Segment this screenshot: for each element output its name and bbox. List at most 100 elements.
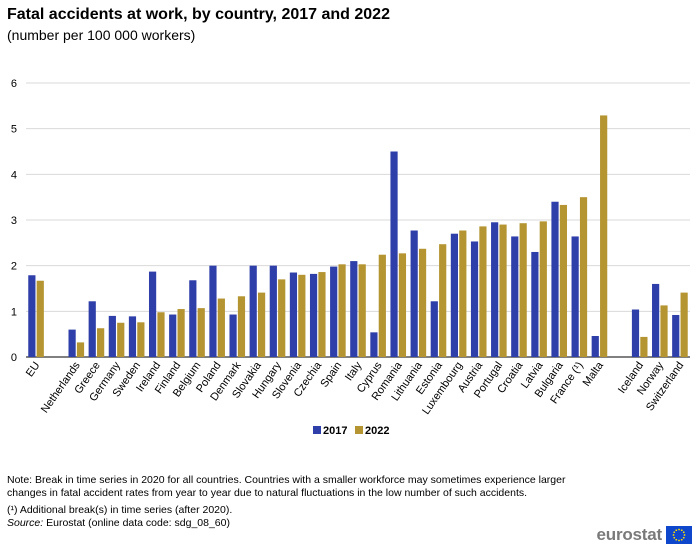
bar-2017-Malta — [591, 335, 599, 357]
bar-2022-Slovakia — [257, 292, 266, 357]
bar-chart: 0 1 2 3 4 5 6 EUNetherlandsGreeceGermanySweden… — [11, 78, 690, 437]
y-axis-ticks: 0 1 2 3 4 5 6 — [11, 78, 17, 364]
flag-star — [672, 534, 675, 536]
bar-2017-Germany — [108, 315, 116, 357]
bar-2017-Iceland — [631, 309, 640, 357]
bar-2022-Poland — [217, 298, 225, 357]
bar-2022-EU — [36, 280, 44, 357]
bar-2017-Luxembourg — [450, 233, 459, 357]
x-tick-label: EU — [24, 360, 43, 379]
bar-2017-Belgium — [189, 280, 197, 357]
bar-2017-Cyprus — [370, 332, 378, 357]
eu-flag-icon — [666, 526, 692, 544]
bar-2022-Bulgaria — [559, 204, 568, 357]
source-label: Source: — [7, 517, 44, 529]
flag-star — [678, 539, 680, 542]
chart-title: Fatal accidents at work, by country, 201… — [7, 6, 390, 23]
bar-2022-Hungary — [278, 279, 286, 357]
bar-2017-Croatia — [511, 236, 519, 357]
bar-2022-Iceland — [640, 336, 648, 357]
flag-star — [675, 529, 678, 532]
eurostat-logo: eurostat — [596, 525, 692, 544]
bar-2017-Finland — [169, 314, 177, 357]
bar-2017-Netherlands — [68, 329, 76, 357]
bar-2022-Ireland — [157, 312, 165, 357]
bar-2022-Portugal — [499, 224, 507, 357]
bar-2022-Netherlands — [76, 342, 85, 357]
bar-2022-Belgium — [197, 308, 205, 357]
source-text: Eurostat (online data code: sdg_08_60) — [43, 517, 230, 529]
flag-star — [682, 531, 685, 534]
note-text: Note: Break in time series in 2020 for a… — [7, 474, 566, 499]
bar-2017-Lithuania — [410, 230, 418, 357]
bar-2017-Greece — [88, 301, 96, 357]
bar-2017-Latvia — [531, 251, 539, 357]
bar-2017-Hungary — [269, 265, 277, 357]
bar-2017-Italy — [350, 261, 358, 357]
bar-2017-Slovenia — [289, 272, 298, 357]
bar-2017-Austria — [470, 241, 479, 357]
bar-2022-Sweden — [137, 322, 145, 357]
legend-swatch-2022 — [355, 426, 363, 434]
bar-2022-Romania — [398, 253, 407, 357]
bar-2022-Germany — [117, 322, 125, 357]
bar-2017-France (¹) — [571, 236, 579, 357]
flag-star — [675, 538, 678, 541]
flag-star — [680, 529, 683, 532]
bar-2022-Slovenia — [298, 274, 306, 357]
x-tick-label: Spain — [318, 360, 344, 390]
bar-2022-Finland — [177, 309, 185, 357]
bar-2017-Switzerland — [672, 314, 680, 357]
bar-2017-Norway — [652, 283, 660, 357]
footnote-text: (¹) Additional break(s) in time series (… — [7, 504, 233, 516]
bar-2017-EU — [28, 275, 36, 357]
bar-2017-Ireland — [148, 271, 157, 357]
bar-2022-Switzerland — [680, 292, 688, 357]
y-tick-label: 6 — [11, 78, 17, 90]
bar-2022-Italy — [358, 264, 366, 357]
bar-2017-Romania — [390, 151, 398, 357]
legend-label-2017: 2017 — [323, 425, 347, 437]
source-line: Source: Eurostat (online data code: sdg_… — [7, 517, 587, 530]
y-tick-label: 2 — [11, 261, 17, 273]
bar-2017-Estonia — [430, 301, 438, 357]
bar-2017-Poland — [209, 265, 217, 357]
logo-text: eurostat — [596, 525, 663, 544]
flag-star — [673, 531, 676, 534]
flag-star — [673, 536, 676, 539]
bar-2022-Austria — [479, 226, 487, 357]
bar-2022-Czechia — [318, 272, 326, 357]
bar-2017-Sweden — [128, 316, 137, 357]
x-axis-ticks: EUNetherlandsGreeceGermanySwedenIrelandF… — [24, 359, 686, 417]
grid-lines — [26, 82, 690, 358]
bar-2022-Malta — [600, 115, 608, 357]
legend: 2017 2022 — [313, 425, 389, 437]
notes: Note: Break in time series in 2020 for a… — [7, 474, 587, 530]
flag-star — [680, 538, 683, 541]
y-tick-label: 3 — [11, 215, 17, 227]
y-tick-label: 4 — [11, 169, 17, 181]
bar-2017-Denmark — [229, 314, 237, 357]
bar-2022-Cyprus — [378, 254, 386, 357]
y-tick-label: 1 — [11, 306, 17, 318]
x-tick-label: Malta — [581, 359, 607, 389]
chart-subtitle: (number per 100 000 workers) — [7, 27, 196, 43]
bar-2022-France (¹) — [579, 197, 588, 357]
legend-swatch-2017 — [313, 426, 321, 434]
bar-2022-Denmark — [237, 296, 246, 357]
flag-star — [683, 534, 686, 536]
bar-2017-Czechia — [309, 273, 318, 357]
bar-2022-Luxembourg — [459, 230, 467, 357]
flag-star — [678, 528, 680, 531]
bar-2022-Latvia — [539, 221, 547, 357]
bar-2022-Croatia — [519, 223, 527, 357]
bar-2017-Slovakia — [249, 265, 257, 357]
legend-label-2022: 2022 — [365, 425, 389, 437]
bar-2017-Portugal — [491, 222, 499, 357]
bar-2022-Estonia — [439, 244, 447, 357]
bars — [28, 115, 688, 357]
y-tick-label: 0 — [11, 352, 17, 364]
bar-2017-Bulgaria — [551, 201, 559, 357]
flag-star — [682, 536, 685, 539]
bar-2022-Norway — [660, 305, 668, 357]
